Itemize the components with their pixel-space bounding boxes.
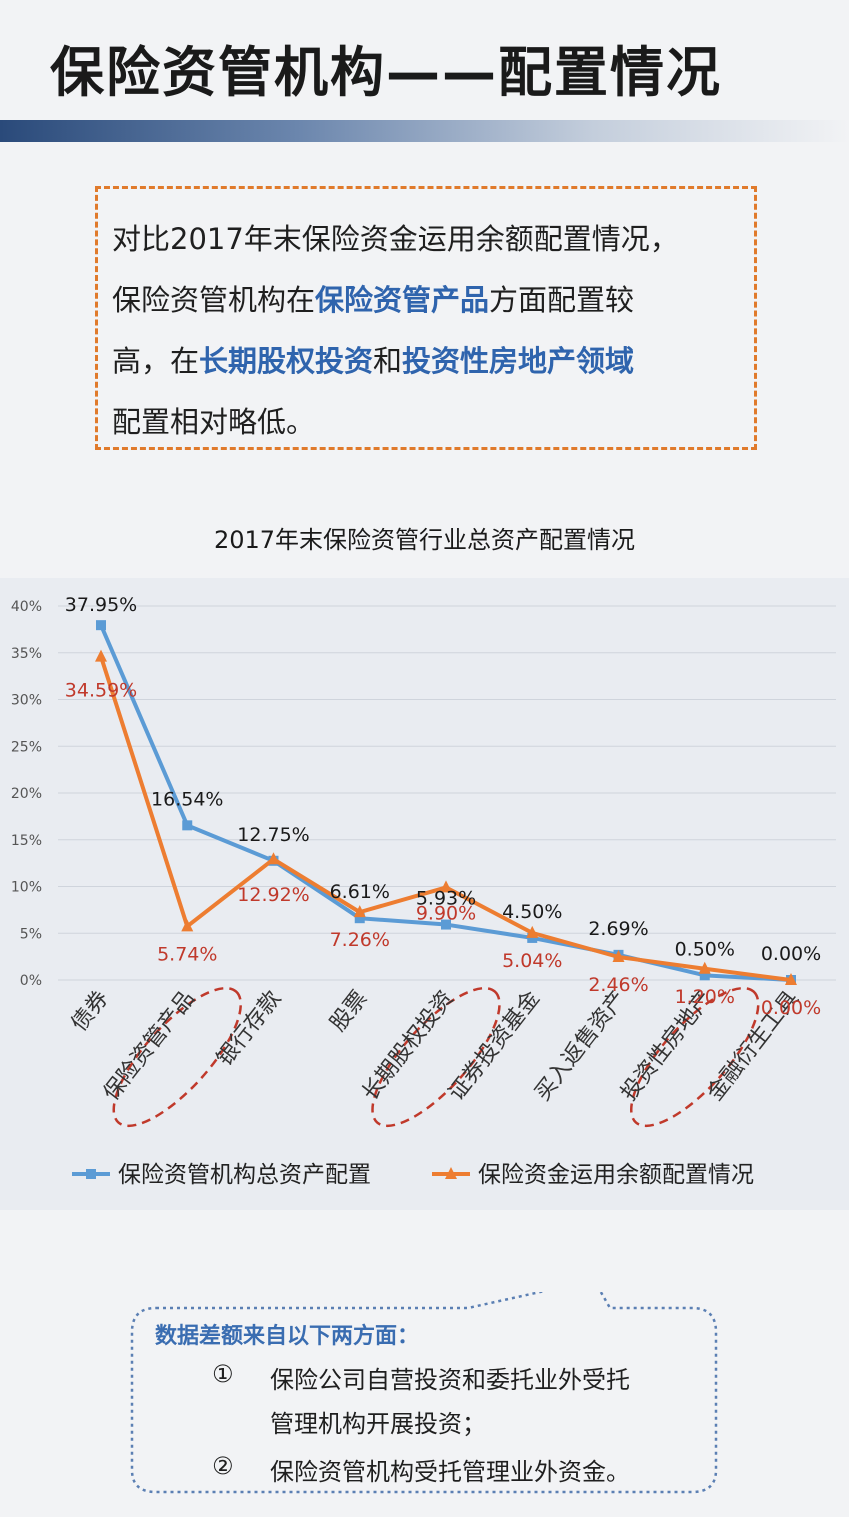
- series-2-point: [95, 649, 107, 662]
- legend-label: 保险资金运用余额配置情况: [478, 1162, 754, 1188]
- intro-text: 配置相对略低。: [112, 405, 316, 439]
- series-2-point: [785, 973, 797, 985]
- y-tick-label: 0%: [20, 973, 42, 989]
- intro-highlight: 保险资管产品: [315, 283, 490, 317]
- x-tick-label: 银行存款: [212, 986, 286, 1071]
- series-1-point: [96, 620, 106, 631]
- intro-text: 和: [373, 344, 403, 378]
- intro-line-2: 保险资管机构在保险资管产品方面配置较: [112, 270, 740, 331]
- note-marker-2: ②: [212, 1452, 234, 1480]
- chart-title: 2017年末保险资管行业总资产配置情况: [213, 526, 636, 554]
- legend: 保险资管机构总资产配置 保险资金运用余额配置情况: [72, 1162, 754, 1188]
- series-2-data-label: 0.00%: [761, 997, 821, 1019]
- x-tick-label: 股票: [326, 986, 373, 1036]
- series-1-point: [527, 932, 538, 943]
- intro-line-1: 对比2017年末保险资金运用余额配置情况，: [112, 209, 740, 270]
- intro-line-3: 高，在长期股权投资和投资性房地产领域: [112, 331, 740, 392]
- y-tick-label: 20%: [11, 786, 42, 802]
- series-2-point: [181, 919, 194, 932]
- highlight-ellipses: [112, 986, 760, 1128]
- series-2-point: [353, 905, 366, 918]
- x-tick-label: 债券: [67, 986, 114, 1036]
- series-2-data-label: 7.26%: [330, 929, 390, 951]
- note-item-1-line-1: 保险公司自营投资和委托业外受托: [270, 1366, 630, 1394]
- data-labels: 37.95% 16.54% 12.75% 6.61% 5.93% 4.50% 2.69% 0.…: [65, 594, 821, 1019]
- intro-text: 方面配置较: [489, 283, 635, 317]
- series-1-data-label: 0.50%: [675, 938, 735, 960]
- intro-text: 保险资管机构在: [112, 283, 316, 317]
- highlight-ellipse: [112, 986, 243, 1128]
- legend-marker: [86, 1169, 96, 1179]
- page-title: 保险资管机构——配置情况: [50, 41, 722, 104]
- series-2-point: [526, 925, 539, 938]
- x-tick-label: 保险资管产品: [99, 986, 200, 1105]
- y-tick-label: 30%: [11, 693, 42, 709]
- intro-text: 高，在: [112, 344, 200, 378]
- highlight-ellipse: [371, 986, 501, 1128]
- series-1-point: [182, 820, 193, 831]
- intro-text: 对比2017年末保险资金运用余额配置情况，: [112, 222, 679, 256]
- x-tick-label: 买入返售资产: [530, 986, 631, 1105]
- series-1-data-label: 37.95%: [65, 594, 137, 616]
- header-gradient-bar: [0, 120, 849, 142]
- x-tick-label: 长期股权投资: [358, 986, 459, 1105]
- note-marker-1: ①: [212, 1360, 234, 1388]
- y-tick-label: 15%: [11, 833, 42, 849]
- series-2-data-label: 34.59%: [65, 680, 137, 702]
- intro-highlight: 长期股权投资: [199, 344, 374, 378]
- x-tick-label: 证券投资基金: [444, 986, 545, 1105]
- series-2-point: [612, 949, 625, 962]
- series-1-point: [699, 970, 710, 981]
- series-1-data-label: 12.75%: [237, 824, 309, 846]
- y-tick-label: 35%: [11, 646, 42, 662]
- series-2-data-label: 5.74%: [157, 943, 217, 965]
- series-2-data-label: 12.92%: [237, 884, 309, 906]
- note-item-2: 保险资管机构受托管理业外资金。: [270, 1458, 630, 1486]
- series-1-data-label: 4.50%: [502, 901, 562, 923]
- intro-box: 对比2017年末保险资金运用余额配置情况， 保险资管机构在保险资管产品方面配置较…: [95, 186, 757, 450]
- y-tick-label: 25%: [11, 739, 42, 755]
- y-axis-ticks: 0% 5% 10% 15% 20% 25% 30% 35% 40%: [11, 599, 42, 989]
- series-1-data-label: 5.93%: [416, 888, 476, 910]
- series-1-point: [354, 913, 365, 924]
- series-1-data-label: 16.54%: [151, 788, 223, 810]
- series-2-data-label: 2.46%: [588, 974, 648, 996]
- series-1-data-label: 6.61%: [330, 881, 390, 903]
- series-1-data-label: 0.00%: [761, 943, 821, 965]
- series-line-2: [99, 655, 792, 982]
- note-heading: 数据差额来自以下两方面：: [155, 1324, 420, 1349]
- bubble-outline: [130, 1292, 718, 1494]
- intro-highlight: 投资性房地产领域: [402, 344, 635, 378]
- legend-label: 保险资管机构总资产配置: [118, 1162, 371, 1188]
- intro-line-4: 配置相对略低。: [112, 392, 740, 453]
- note-bubble: [130, 1292, 718, 1494]
- series-2-data-label: 5.04%: [502, 950, 562, 972]
- legend-marker: [445, 1167, 457, 1179]
- series-2-data-label: 9.90%: [416, 902, 476, 924]
- series-2-point: [267, 852, 280, 865]
- series-1-data-label: 2.69%: [588, 918, 648, 940]
- series-2-point: [698, 961, 711, 974]
- series-1-point: [441, 919, 451, 930]
- highlight-ellipse: [629, 986, 760, 1128]
- y-tick-label: 40%: [11, 599, 42, 615]
- series-2-point: [440, 880, 452, 893]
- y-tick-label: 10%: [11, 880, 42, 896]
- note-item-1-line-2: 管理机构开展投资；: [270, 1410, 486, 1438]
- series-layer: [95, 620, 797, 985]
- y-tick-label: 5%: [20, 926, 42, 942]
- series-2-data-label: 1.20%: [675, 986, 735, 1008]
